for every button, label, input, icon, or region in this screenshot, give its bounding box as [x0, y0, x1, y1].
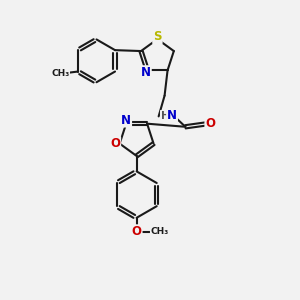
Text: N: N — [167, 109, 177, 122]
Text: H: H — [161, 111, 170, 121]
Text: O: O — [206, 117, 215, 130]
Text: CH₃: CH₃ — [51, 68, 69, 77]
Text: N: N — [121, 114, 131, 127]
Text: N: N — [141, 66, 151, 79]
Text: O: O — [132, 225, 142, 238]
Text: CH₃: CH₃ — [151, 227, 169, 236]
Text: O: O — [110, 137, 120, 150]
Text: S: S — [153, 30, 162, 43]
